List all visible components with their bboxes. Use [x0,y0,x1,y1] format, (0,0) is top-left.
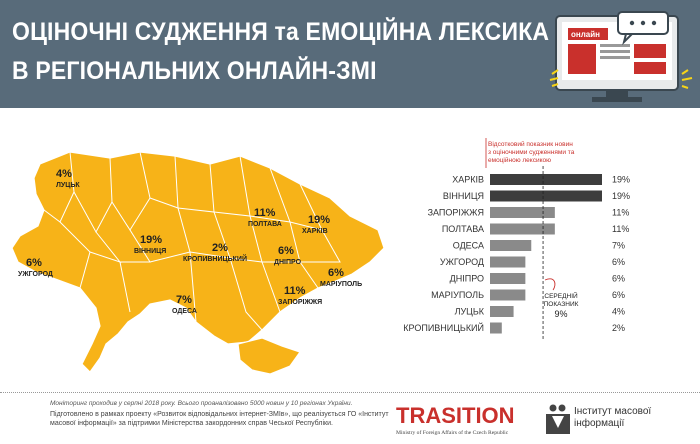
transition-logo: TRASITION Ministry of Foreign Affairs of… [396,403,515,436]
bar-value: 4% [612,307,625,317]
bar-value: 6% [612,290,625,300]
chart-title-2: з оціночними судженнями та [488,148,575,156]
bar [490,322,502,334]
bar-value: 11% [612,208,629,218]
map-labels: 4% ЛУЦЬК 6% УЖГОРОД 19% ВІННИЦЯ 2% КРОПИ… [18,168,362,315]
bar-label: МАРІУПОЛЬ [431,290,484,300]
title-line-2: В РЕГІОНАЛЬНИХ ОНЛАЙН-ЗМІ [12,57,377,85]
map-city-lutsk: ЛУЦЬК [56,182,80,189]
map-value-poltava: 11% [254,207,276,219]
header-banner: ОЦІНОЧНІ СУДЖЕННЯ та ЕМОЦІЙНА ЛЕКСИКА В … [0,0,700,108]
bar [490,273,526,284]
bar-label: ЛУЦЬК [455,307,485,317]
ukraine-map: 4% ЛУЦЬК 6% УЖГОРОД 19% ВІННИЦЯ 2% КРОПИ… [11,151,385,375]
map-value-dnipro: 6% [278,245,294,257]
map-city-zaporizhzhia: ЗАПОРІЖЖЯ [278,299,322,306]
map-city-uzhhorod: УЖГОРОД [18,271,53,278]
footer-note: Моніторинг проходив у серпні 2018 року. … [50,400,353,407]
map-value-zaporizhzhia: 11% [284,285,306,297]
bar-value: 19% [612,175,630,185]
map-value-lutsk: 4% [56,168,72,180]
average-arrow [544,278,556,291]
bar-label: ДНІПРО [450,274,484,284]
chart-title-3: емоційною лексикою [488,156,551,164]
map-city-dnipro: ДНІПРО [274,259,302,266]
bar [490,289,526,301]
bar-label: ПОЛТАВА [442,224,484,234]
bar-value: 6% [612,257,625,267]
map-value-kharkiv: 19% [308,214,330,226]
average-label-line1: СЕРЕДНІЙ [544,291,578,300]
monitor-illustration: онлайн [549,11,693,102]
map-city-poltava: ПОЛТАВА [248,221,282,228]
imi-name-line2: інформації [574,418,625,429]
bar-value: 2% [612,323,625,333]
map-city-vinnytsia: ВІННИЦЯ [134,248,166,255]
bar-chart: Відсотковий показник новин з оціночними … [403,138,630,339]
bar-label: КРОПИВНИЦЬКИЙ [403,322,484,333]
footer-credit: Підготовлено в рамках проекту «Розвиток … [50,411,389,427]
bar-label: ВІННИЦЯ [443,191,484,201]
bar [490,306,514,317]
title-line-1: ОЦІНОЧНІ СУДЖЕННЯ та ЕМОЦІЙНА ЛЕКСИКА [12,18,550,46]
map-city-kharkiv: ХАРКІВ [302,228,328,235]
imi-logo [546,404,570,434]
bar-label: УЖГОРОД [440,257,484,267]
bar-label: ЗАПОРІЖЖЯ [428,208,484,218]
average-value: 9% [555,309,568,319]
bar [490,256,526,268]
bar-label: ОДЕСА [453,241,484,251]
bar-value: 11% [612,224,629,234]
map-city-mariupol: МАРІУПОЛЬ [320,281,362,288]
map-city-odesa: ОДЕСА [172,308,197,315]
map-city-kropyvnytskyi: КРОПИВНИЦЬКИЙ [183,254,247,263]
screen-word: онлайн [571,30,600,39]
map-value-uzhhorod: 6% [26,257,42,269]
map-shape [11,151,385,373]
bar [490,174,602,185]
average-label-line2: ПОКАЗНИК [544,301,579,308]
crimea-shape [237,337,301,375]
bar [490,207,555,218]
map-value-odesa: 7% [176,294,192,306]
region-borders [43,151,341,331]
bar-value: 19% [612,191,630,201]
bar [490,240,532,251]
imi-name: Інститут масової інформації [574,406,651,430]
bar [490,190,602,202]
map-value-kropyvnytskyi: 2% [212,242,228,254]
transition-sub: Ministry of Foreign Affairs of the Czech… [396,429,509,436]
bar [490,223,555,235]
chart-title-1: Відсотковий показник новин [488,140,573,148]
transition-name: TRASITION [396,403,515,428]
bar-value: 6% [612,274,625,284]
map-value-vinnytsia: 19% [140,234,162,246]
bar-value: 7% [612,241,625,251]
bar-label: ХАРКІВ [452,175,484,185]
footer-divider [0,392,700,394]
map-value-mariupol: 6% [328,267,344,279]
imi-name-line1: Інститут масової [574,406,652,417]
